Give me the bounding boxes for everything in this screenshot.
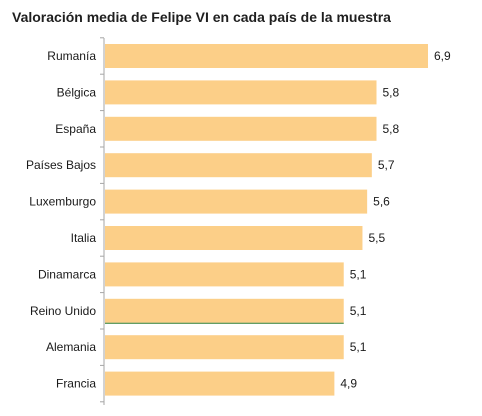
- category-label: España: [55, 122, 96, 136]
- category-label: Países Bajos: [26, 158, 96, 172]
- bar-rumanía: [105, 44, 428, 68]
- value-label: 6,9: [434, 49, 451, 63]
- value-label: 5,5: [368, 231, 385, 245]
- bar-países-bajos: [105, 153, 372, 178]
- bar-luxemburgo: [105, 189, 368, 214]
- value-label: 5,7: [378, 158, 395, 172]
- value-label: 4,9: [340, 377, 357, 391]
- category-label: Rumanía: [47, 49, 96, 63]
- value-label: 5,6: [373, 195, 390, 209]
- category-label: Dinamarca: [38, 267, 96, 281]
- chart-title: Valoración media de Felipe VI en cada pa…: [12, 9, 391, 25]
- category-label: Francia: [56, 377, 96, 391]
- value-label: 5,1: [350, 340, 367, 354]
- category-label: Alemania: [46, 340, 96, 354]
- bar-francia: [105, 371, 335, 396]
- bar-italia: [105, 226, 363, 250]
- value-label: 5,8: [383, 122, 400, 136]
- bar-bélgica: [105, 80, 377, 105]
- bar-españa: [105, 116, 377, 141]
- bar-reino-unido: [105, 298, 344, 323]
- category-label: Luxemburgo: [29, 195, 96, 209]
- value-label: 5,1: [350, 267, 367, 281]
- bar-alemania: [105, 335, 344, 360]
- category-label: Italia: [71, 231, 97, 245]
- bar-dinamarca: [105, 262, 344, 287]
- bars-group: Rumanía 6,9 Bélgica 5,8 España 5,8 Países Bajo…: [26, 37, 451, 403]
- category-label: Bélgica: [57, 85, 97, 99]
- value-label: 5,8: [383, 85, 400, 99]
- value-label: 5,1: [350, 304, 367, 318]
- category-label: Reino Unido: [30, 304, 96, 318]
